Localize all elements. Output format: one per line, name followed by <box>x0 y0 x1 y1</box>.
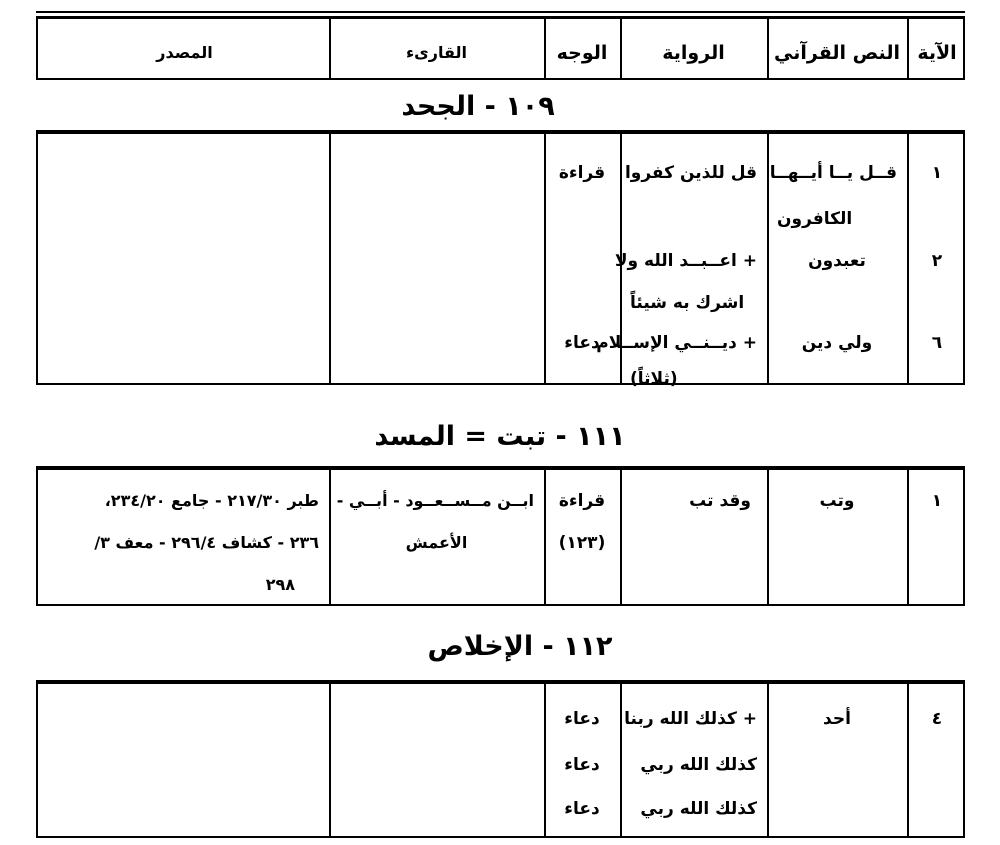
column-divider <box>767 19 769 78</box>
narration-cell: اشرك به شيئاً <box>630 293 745 313</box>
column-divider <box>620 684 622 836</box>
header-col-riwaya: الرواية <box>662 42 725 64</box>
surah-table-109: ١ قــل يــا أيــهــا قل للذين كفروا قراء… <box>36 130 965 389</box>
column-divider <box>544 134 546 383</box>
column-divider <box>907 684 909 836</box>
narration-cell: قل للذين كفروا <box>624 163 757 183</box>
narration-cell: + كذلك الله ربنا <box>624 709 757 729</box>
verse-cell: ١ <box>931 491 943 511</box>
narration-cell: كذلك الله ربي <box>640 755 757 775</box>
aspect-cell: دعاء <box>564 709 600 729</box>
narration-cell: كذلك الله ربي <box>640 799 757 819</box>
quran-text-cell: الكافرون <box>777 209 853 229</box>
column-divider <box>620 19 622 78</box>
header-col-wajh: الوجه <box>556 42 608 64</box>
header-col-nass: النص القرآني <box>774 42 900 64</box>
quran-text-cell: قــل يــا أيــهــا <box>769 163 897 183</box>
header-col-aya: الآية <box>917 42 957 64</box>
aspect-cell: (١٢٣) <box>558 533 606 553</box>
narration-cell: وقد تب <box>689 491 751 511</box>
reader-cell: ابــن مــســعــود - أبــي - <box>336 491 534 510</box>
column-divider <box>620 470 622 604</box>
reader-cell: الأعمش <box>405 533 468 552</box>
column-divider <box>620 134 622 383</box>
column-divider <box>907 19 909 78</box>
header-col-masdar: المصدر <box>156 43 213 62</box>
section-title: ١١١ - تبت = المسد <box>374 421 626 452</box>
verse-cell: ٦ <box>931 333 943 353</box>
column-divider <box>907 134 909 383</box>
source-cell: ٢٩٨ <box>265 575 295 594</box>
header-col-qari: القارىء <box>405 43 468 62</box>
aspect-cell: دعاء <box>564 799 600 819</box>
column-divider <box>329 19 331 78</box>
aspect-cell: قراءة <box>558 491 606 511</box>
aspect-cell: دعاء <box>564 333 600 353</box>
column-divider <box>329 470 331 604</box>
source-cell: ٢٣٦ - كشاف ٤‏/‏٢٩٦ - معف ٣‏/ <box>94 533 319 552</box>
verse-cell: ٢ <box>931 251 943 271</box>
narration-cell: (ثلاثاً) <box>630 369 678 389</box>
column-divider <box>544 684 546 836</box>
section-title: ١١٢ - الإخلاص <box>427 631 613 662</box>
column-divider <box>907 470 909 604</box>
column-divider <box>767 470 769 604</box>
quran-text-cell: أحد <box>823 709 851 729</box>
column-divider <box>767 134 769 383</box>
verse-cell: ١ <box>931 163 943 183</box>
aspect-cell: قراءة <box>558 163 606 183</box>
surah-table-111: ١ وتب وقد تب قراءة ابــن مــســعــود - أ… <box>36 466 965 606</box>
top-rule <box>36 11 965 13</box>
quran-text-cell: ولي دين <box>801 333 873 353</box>
section-title: ١٠٩ - الجحد <box>401 91 555 122</box>
column-divider <box>329 134 331 383</box>
narration-cell: + ديــنــي الإســلام <box>596 333 757 353</box>
verse-cell: ٤ <box>931 709 943 729</box>
quran-text-cell: وتب <box>819 491 855 511</box>
header-table: الآية النص القرآني الرواية الوجه القارىء… <box>36 16 965 80</box>
column-divider <box>544 470 546 604</box>
column-divider <box>544 19 546 78</box>
column-divider <box>329 684 331 836</box>
aspect-cell: دعاء <box>564 755 600 775</box>
source-cell: طبر ٣٠‏/‏٢١٧ - جامع ٢٠‏/‏٢٣٤، <box>104 491 319 510</box>
surah-table-112: ٤ أحد + كذلك الله ربنا دعاء كذلك الله رب… <box>36 680 965 838</box>
narration-cell: + اعــبــد الله ولا <box>614 251 757 271</box>
quran-text-cell: تعبدون <box>808 251 866 271</box>
column-divider <box>767 684 769 836</box>
